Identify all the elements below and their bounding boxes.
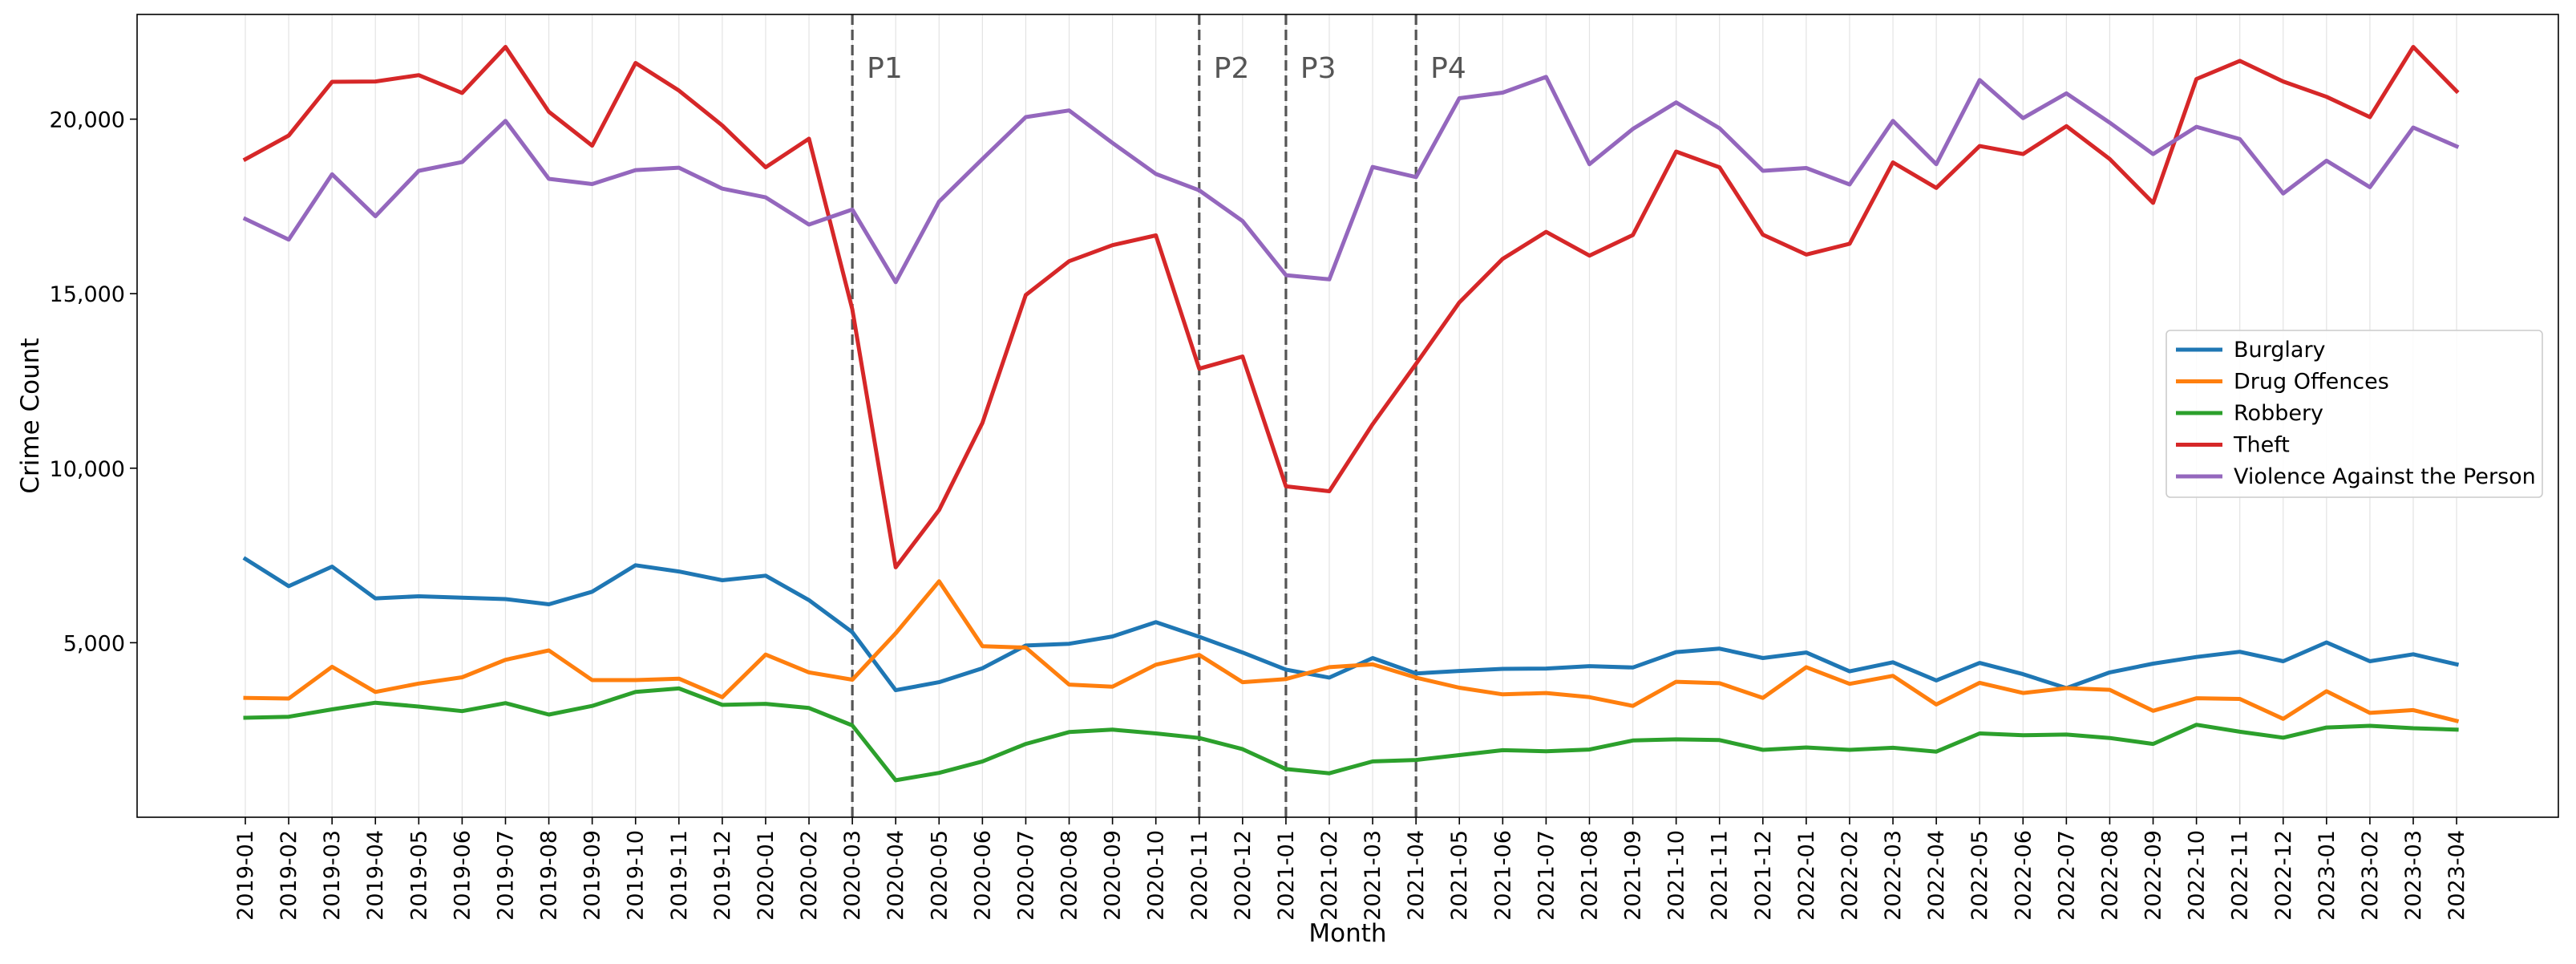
x-tick-label: 2019-08 — [537, 830, 562, 921]
x-tick-label: 2020-02 — [797, 830, 822, 921]
x-tick-label: 2022-04 — [1924, 830, 1949, 921]
series-line — [243, 686, 2459, 783]
x-tick-label: 2021-07 — [1534, 830, 1559, 921]
y-tick-label: 10,000 — [50, 457, 125, 482]
x-tick-label: 2021-06 — [1490, 830, 1515, 921]
x-tick-label: 2021-01 — [1274, 830, 1299, 921]
x-tick-label: 2020-06 — [970, 830, 995, 921]
x-tick-label: 2021-03 — [1361, 830, 1385, 921]
x-tick-label: 2022-07 — [2054, 830, 2079, 921]
x-tick-label: 2023-03 — [2401, 830, 2426, 921]
x-tick-label: 2021-11 — [1708, 830, 1733, 921]
x-tick-label: 2020-04 — [884, 830, 908, 921]
period-marker-label: P2 — [1214, 52, 1250, 85]
y-tick-label: 5,000 — [63, 631, 125, 656]
period-markers: P1 P2 P3 P4 — [851, 14, 1466, 817]
x-tick-label: 2019-04 — [363, 830, 388, 921]
period-marker-label: P4 — [1430, 52, 1466, 85]
x-tick-label: 2019-10 — [624, 830, 649, 921]
y-axis-label: Crime Count — [16, 338, 45, 493]
legend-label: Violence Against the Person — [2234, 464, 2536, 489]
x-tick-label: 2022-09 — [2141, 830, 2166, 921]
x-tick-label: 2023-02 — [2358, 830, 2383, 921]
x-tick-label: 2023-04 — [2445, 830, 2469, 921]
plot-frame — [136, 14, 2559, 818]
legend: Burglary Drug Offences Robbery Theft Violenc… — [2166, 330, 2543, 498]
x-tick-label: 2020-05 — [927, 830, 952, 921]
x-tick-label: 2019-03 — [320, 830, 345, 921]
x-tick-label: 2022-11 — [2228, 830, 2253, 921]
x-tick-label: 2021-09 — [1621, 830, 1646, 921]
x-tick-label: 2021-02 — [1317, 830, 1342, 921]
x-tick-label: 2020-10 — [1144, 830, 1169, 921]
x-tick-label: 2019-11 — [667, 830, 692, 921]
y-tick-label: 15,000 — [50, 282, 125, 307]
x-tick-label: 2022-01 — [1794, 830, 1819, 921]
period-marker-label: P3 — [1300, 52, 1337, 85]
x-tick-label: 2022-05 — [1967, 830, 1992, 921]
x-tick-label: 2022-08 — [2097, 830, 2122, 921]
x-tick-label: 2020-01 — [754, 830, 778, 921]
series-line — [242, 75, 2460, 285]
x-tick-label: 2021-04 — [1404, 830, 1429, 921]
legend-label: Theft — [2233, 433, 2290, 458]
legend-label: Drug Offences — [2234, 370, 2389, 395]
x-tick-label: 2021-05 — [1447, 830, 1472, 921]
y-axis-ticks: 5,000 10,000 15,000 20,000 — [50, 108, 137, 656]
x-tick-label: 2019-07 — [493, 830, 518, 921]
x-tick-label: 2020-12 — [1231, 830, 1256, 921]
x-tick-label: 2022-12 — [2271, 830, 2296, 921]
legend-label: Robbery — [2234, 401, 2323, 426]
x-tick-label: 2021-08 — [1577, 830, 1602, 921]
y-tick-label: 20,000 — [50, 108, 125, 133]
x-tick-label: 2022-03 — [1881, 830, 1906, 921]
series-lines — [242, 45, 2460, 783]
x-tick-label: 2022-06 — [2011, 830, 2036, 921]
x-tick-label: 2019-12 — [710, 830, 735, 921]
x-tick-label: 2020-11 — [1187, 830, 1212, 921]
legend-label: Burglary — [2234, 338, 2326, 363]
x-tick-label: 2019-01 — [233, 830, 258, 921]
legend-frame — [2166, 330, 2543, 498]
x-tick-label: 2023-01 — [2315, 830, 2339, 921]
series-line — [242, 556, 2460, 693]
x-tick-label: 2019-05 — [406, 830, 431, 921]
series-line — [243, 579, 2460, 723]
x-tick-label: 2019-06 — [450, 830, 475, 921]
x-tick-label: 2020-09 — [1101, 830, 1126, 921]
series-line — [242, 45, 2460, 569]
x-tick-label: 2021-12 — [1751, 830, 1776, 921]
x-tick-label: 2020-08 — [1057, 830, 1082, 921]
x-tick-label: 2022-02 — [1838, 830, 1862, 921]
x-tick-label: 2022-10 — [2185, 830, 2210, 921]
x-tick-label: 2019-02 — [277, 830, 301, 921]
x-tick-label: 2020-07 — [1013, 830, 1038, 921]
x-axis-ticks: 2019-01 2019-02 2019-03 2019-04 2019-05 2019-… — [233, 817, 2469, 921]
x-tick-label: 2019-09 — [580, 830, 605, 921]
x-tick-label: 2021-10 — [1664, 830, 1689, 921]
period-marker-label: P1 — [867, 52, 903, 85]
x-tick-label: 2020-03 — [840, 830, 865, 921]
x-axis-label: Month — [1308, 919, 1386, 948]
